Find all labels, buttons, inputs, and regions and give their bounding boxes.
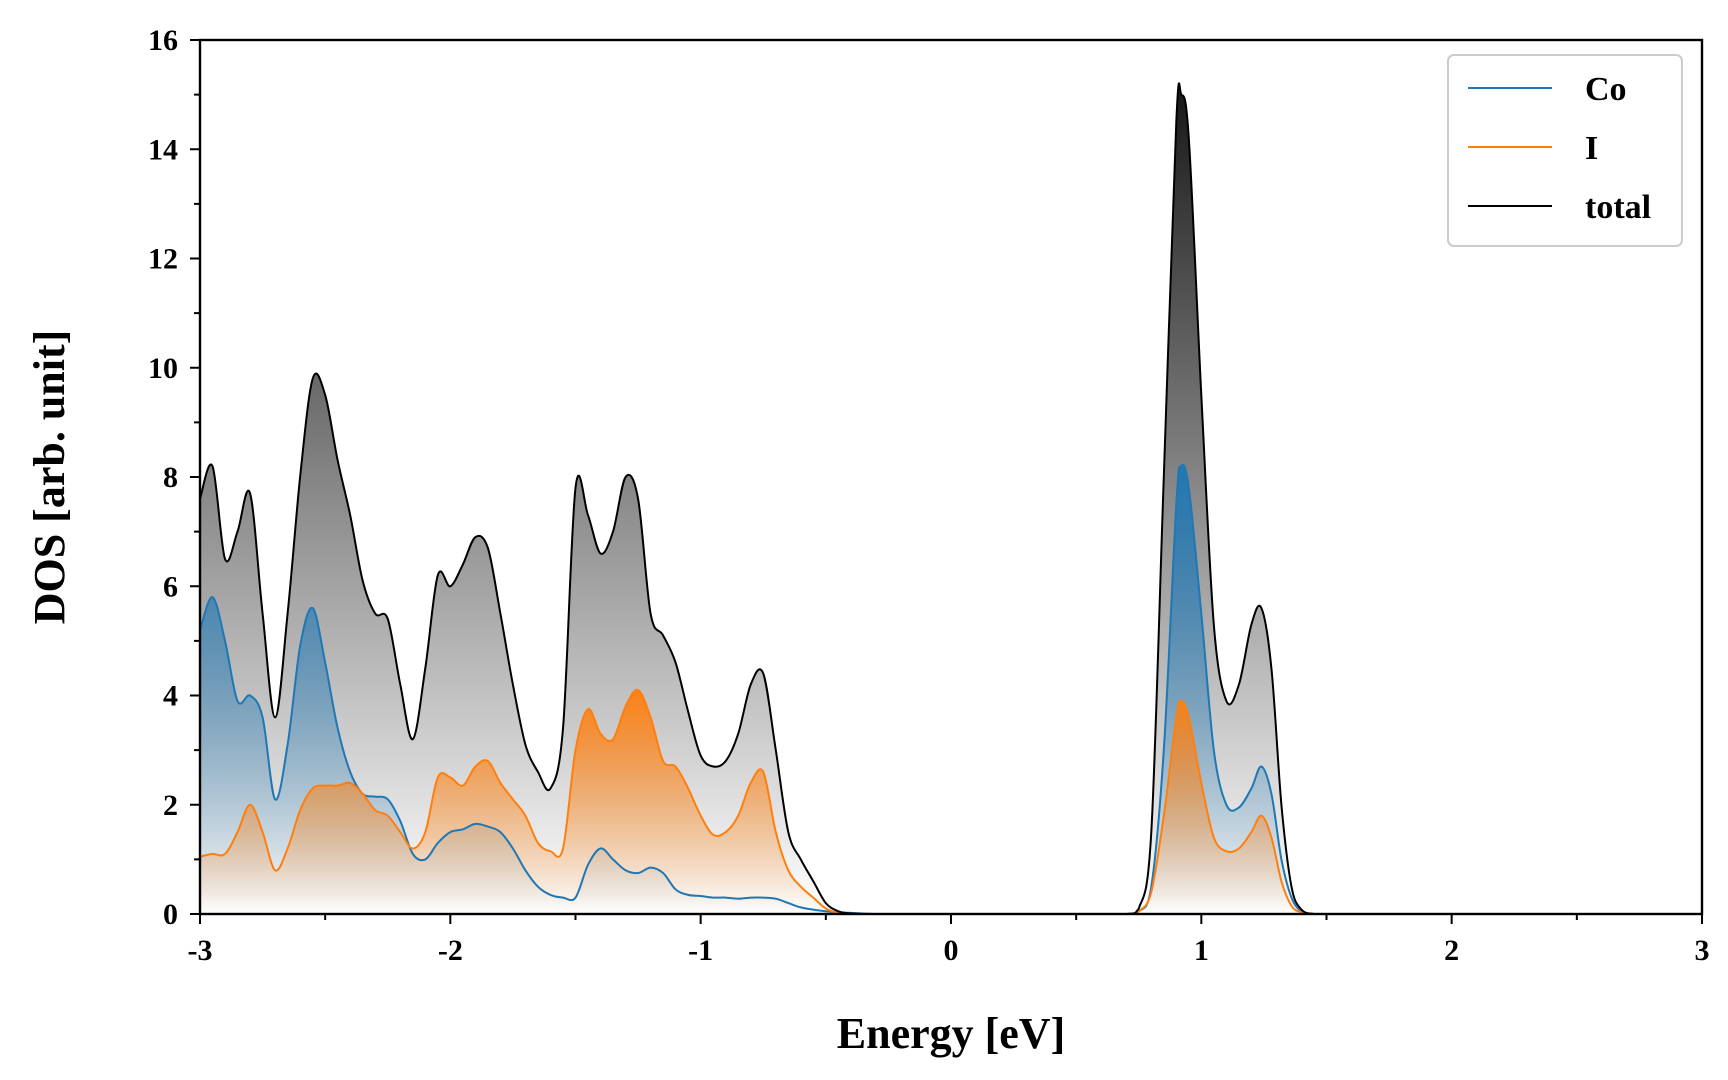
x-tick-label: -3: [188, 934, 213, 967]
y-tick-label: 2: [163, 789, 178, 822]
x-tick-label: 2: [1444, 934, 1459, 967]
x-axis-title: Energy [eV]: [837, 1009, 1066, 1058]
legend: Co I total: [1447, 54, 1683, 247]
x-axis: -3 -2 -1 0 1 2 3: [188, 914, 1710, 967]
y-tick-label: 6: [163, 570, 178, 603]
line-co: [199, 463, 1702, 916]
y-tick-label: 12: [148, 243, 178, 276]
fill-area-total: [200, 83, 1702, 915]
line-i: [199, 688, 1702, 916]
y-tick-label: 4: [163, 680, 178, 713]
legend-label-total: total: [1585, 189, 1651, 226]
y-tick-label: 14: [148, 133, 178, 166]
y-tick-label: 16: [148, 24, 178, 57]
y-axis-title: DOS [arb. unit]: [25, 330, 74, 625]
fill-area-i: [200, 689, 1702, 914]
series-fills: [200, 83, 1702, 915]
x-tick-label: -1: [688, 934, 713, 967]
y-tick-label: 10: [148, 352, 178, 385]
series-lines: [199, 82, 1702, 916]
legend-label-co: Co: [1585, 71, 1627, 108]
legend-label-i: I: [1585, 130, 1598, 167]
y-tick-label: 0: [163, 898, 178, 931]
legend-box: [1447, 54, 1683, 247]
x-tick-label: 1: [1194, 934, 1209, 967]
y-tick-label: 8: [163, 461, 178, 494]
x-tick-label: -2: [438, 934, 463, 967]
x-tick-label: 0: [944, 934, 959, 967]
y-axis: 0 2 4 6 8 10 12 14 16: [148, 24, 200, 931]
line-total: [199, 82, 1702, 916]
x-tick-label: 3: [1695, 934, 1710, 967]
